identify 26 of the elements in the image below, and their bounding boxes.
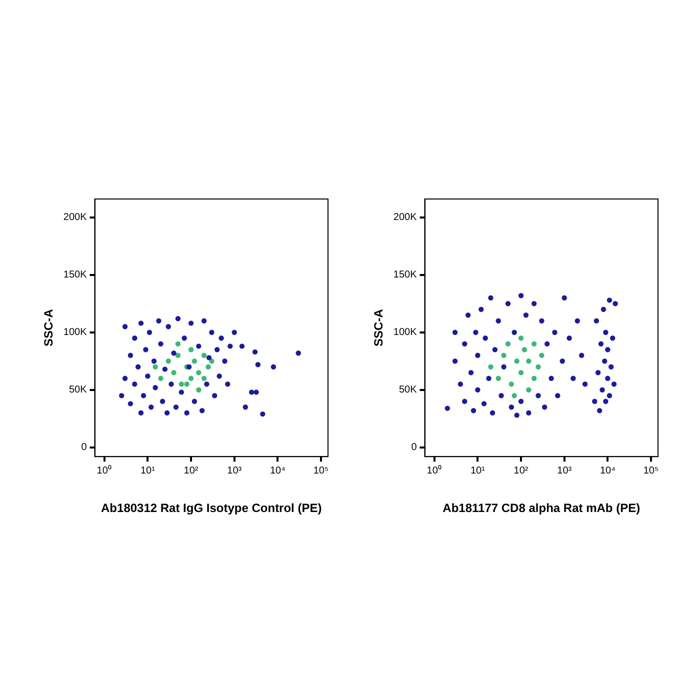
y-tick-label: 150K [393, 270, 418, 281]
y-tick-label: 100K [393, 327, 418, 338]
x-tick-label: 10² [184, 465, 199, 476]
x-tick-label: 10³ [227, 465, 242, 476]
y-tick-label: 100K [63, 327, 88, 338]
x-tick-label: 10⁴ [270, 465, 286, 476]
x-axis-title: Ab181177 CD8 alpha Rat mAb (PE) [442, 501, 640, 516]
y-tick-label: 0 [81, 442, 88, 454]
x-tick-label: 10⁵ [313, 465, 329, 476]
x-tick-label: 10³ [557, 465, 572, 476]
x-tick-label: 10¹ [140, 465, 156, 476]
y-tick-label: 200K [393, 212, 418, 224]
x-tick-label: 10² [514, 465, 529, 476]
y-tick-label: 200K [63, 212, 88, 224]
y-axis-title: SSC-A [372, 308, 386, 346]
y-tick-label: 150K [63, 270, 88, 281]
x-tick-label: 10¹ [470, 465, 486, 476]
x-tick-label: 10⁰ [426, 464, 442, 476]
y-tick-label: 50K [68, 384, 88, 396]
x-axis-title: Ab180312 Rat IgG Isotype Control (PE) [101, 501, 322, 516]
x-tick-label: 10⁵ [643, 465, 659, 476]
y-axis-title: SSC-A [42, 308, 56, 346]
y-tick-label: 50K [398, 384, 418, 396]
x-tick-label: 10⁴ [600, 465, 616, 476]
y-tick-label: 0 [411, 442, 418, 454]
x-tick-label: 10⁰ [96, 464, 112, 476]
